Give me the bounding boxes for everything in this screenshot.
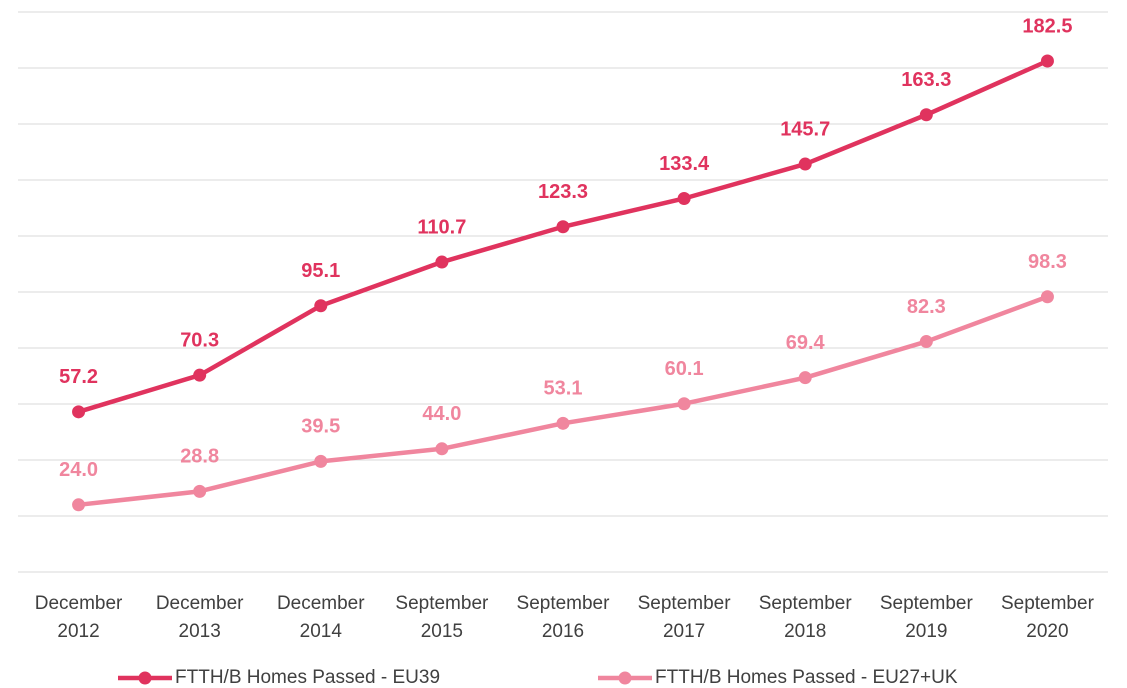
legend-label: FTTH/B Homes Passed - EU39 <box>175 667 440 688</box>
data-label: 163.3 <box>901 69 951 91</box>
data-label: 60.1 <box>665 358 704 380</box>
series-line <box>78 294 1049 508</box>
point <box>798 371 812 385</box>
point <box>193 368 207 382</box>
data-label: 182.5 <box>1022 15 1072 37</box>
point <box>556 220 570 234</box>
data-label: 145.7 <box>780 118 830 140</box>
data-label: 28.8 <box>180 446 219 468</box>
x-tick-label: December 2012 <box>35 593 123 642</box>
data-label: 69.4 <box>786 332 826 354</box>
data-label: 53.1 <box>544 378 583 400</box>
point <box>919 108 933 122</box>
data-label: 44.0 <box>422 403 461 425</box>
data-label: 110.7 <box>417 216 466 238</box>
x-tick-label: September 2018 <box>759 593 853 642</box>
point <box>677 397 691 411</box>
point <box>193 484 207 498</box>
data-label: 70.3 <box>180 329 219 351</box>
point <box>677 191 691 205</box>
point <box>72 405 86 419</box>
data-label: 133.4 <box>659 153 710 175</box>
legend-marker <box>618 671 632 685</box>
data-label: 57.2 <box>59 366 98 388</box>
x-tick-label: December 2014 <box>277 593 365 642</box>
data-label: 24.0 <box>59 459 98 481</box>
point <box>314 299 328 313</box>
data-label: 39.5 <box>301 416 340 438</box>
point <box>435 442 449 456</box>
x-tick-label: September 2019 <box>880 593 974 642</box>
x-tick-label: September 2020 <box>1001 593 1095 642</box>
data-label: 123.3 <box>538 181 588 203</box>
point <box>1040 290 1054 304</box>
x-tick-label: September 2015 <box>395 593 489 642</box>
point <box>556 416 570 430</box>
point <box>1040 54 1054 68</box>
point <box>435 255 449 269</box>
data-label: 98.3 <box>1028 251 1067 273</box>
x-tick-label: December 2013 <box>156 593 244 642</box>
legend-label: FTTH/B Homes Passed - EU27+UK <box>655 667 958 688</box>
data-label: 95.1 <box>301 260 340 282</box>
point <box>798 157 812 171</box>
x-tick-label: September 2017 <box>638 593 732 642</box>
x-tick-label: September 2016 <box>517 593 611 642</box>
legend-marker <box>138 671 152 685</box>
data-label: 82.3 <box>907 296 946 318</box>
point <box>919 335 933 349</box>
point <box>72 498 86 512</box>
point <box>314 454 328 468</box>
